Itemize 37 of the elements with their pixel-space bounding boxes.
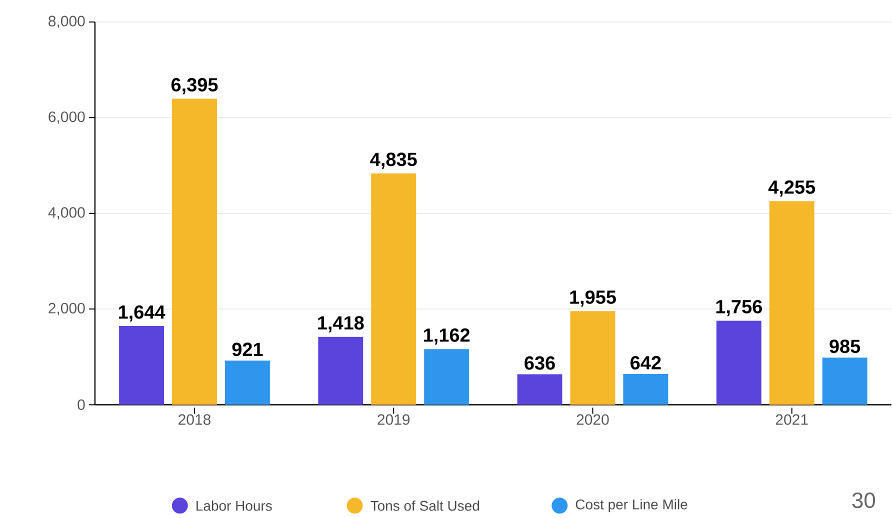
y-tick-label: 4,000 xyxy=(48,207,85,220)
legend-label: Tons of Salt Used xyxy=(370,500,480,511)
legend-label: Labor Hours xyxy=(196,500,272,511)
text: 30 xyxy=(852,492,876,508)
data-label: 636 xyxy=(524,356,555,370)
legend-label: Cost per Line Mile xyxy=(576,499,688,512)
bar xyxy=(172,98,217,405)
data-label: 6,395 xyxy=(171,78,218,94)
data-label: 4,835 xyxy=(370,152,417,170)
data-label: 921 xyxy=(232,342,263,356)
data-label: 1,955 xyxy=(570,290,616,307)
x-tick-label: 2021 xyxy=(776,414,808,426)
data-label: 1,756 xyxy=(716,300,762,316)
y-tick-label: 0 xyxy=(78,400,85,410)
data-label: 1,644 xyxy=(118,306,166,322)
bar xyxy=(119,326,164,405)
bar xyxy=(570,311,616,405)
data-label: 1,162 xyxy=(424,328,470,345)
bar xyxy=(371,174,416,405)
x-tick-label: 2019 xyxy=(378,414,410,426)
bar xyxy=(318,337,364,405)
bar xyxy=(517,374,562,405)
x-tick-label: 2018 xyxy=(178,414,211,426)
data-label: 4,255 xyxy=(768,180,816,197)
bar xyxy=(623,374,668,405)
x-tick-label: 2020 xyxy=(576,414,609,426)
bar xyxy=(424,349,470,405)
bar xyxy=(224,360,270,405)
data-label: 1,418 xyxy=(318,316,364,333)
bar xyxy=(822,358,868,405)
bar xyxy=(769,201,814,405)
bar xyxy=(716,320,762,405)
y-tick-label: 8,000 xyxy=(48,16,85,28)
data-label: 642 xyxy=(630,356,661,370)
y-tick-label: 6,000 xyxy=(48,112,85,124)
data-label: 985 xyxy=(830,340,860,354)
y-tick-label: 2,000 xyxy=(48,303,85,316)
